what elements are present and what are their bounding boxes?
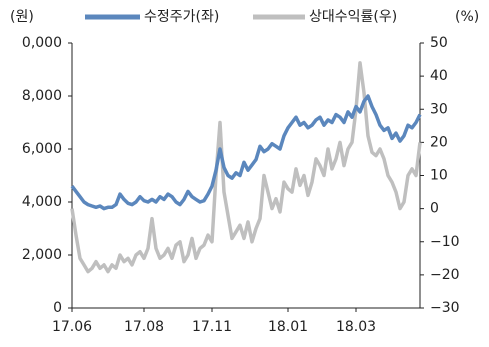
y2-tick-label: 10 — [430, 168, 448, 184]
y2-tick-label: 30 — [430, 101, 448, 117]
y-axis-label: (원) — [10, 9, 34, 25]
y2-tick-label: −10 — [430, 234, 460, 250]
x-tick-label: 17.06 — [52, 319, 92, 335]
y-tick-label: 0,000 — [22, 35, 62, 51]
y-tick-label: 2,000 — [22, 247, 62, 263]
y-tick-label: 4,000 — [22, 194, 62, 210]
y2-tick-label: −20 — [430, 267, 460, 283]
x-tick-label: 17.08 — [124, 319, 164, 335]
y-tick-label: 6,000 — [22, 141, 62, 157]
y2-tick-label: 0 — [430, 201, 439, 217]
y2-tick-label: −30 — [430, 300, 460, 316]
y-tick-label: 0 — [53, 300, 62, 316]
legend-label: 수정주가(좌) — [144, 9, 219, 25]
x-tick-label: 17.11 — [192, 319, 232, 335]
y2-axis-label: (%) — [455, 9, 479, 25]
x-tick-label: 18.03 — [336, 319, 376, 335]
series-line — [70, 94, 422, 211]
y2-tick-label: 20 — [430, 134, 448, 150]
series-line — [70, 61, 422, 274]
y2-tick-label: 40 — [430, 68, 448, 84]
y-tick-label: 8,000 — [22, 88, 62, 104]
y2-tick-label: 50 — [430, 35, 448, 51]
legend-label: 상대수익률(우) — [309, 9, 397, 25]
x-tick-label: 18.01 — [268, 319, 308, 335]
